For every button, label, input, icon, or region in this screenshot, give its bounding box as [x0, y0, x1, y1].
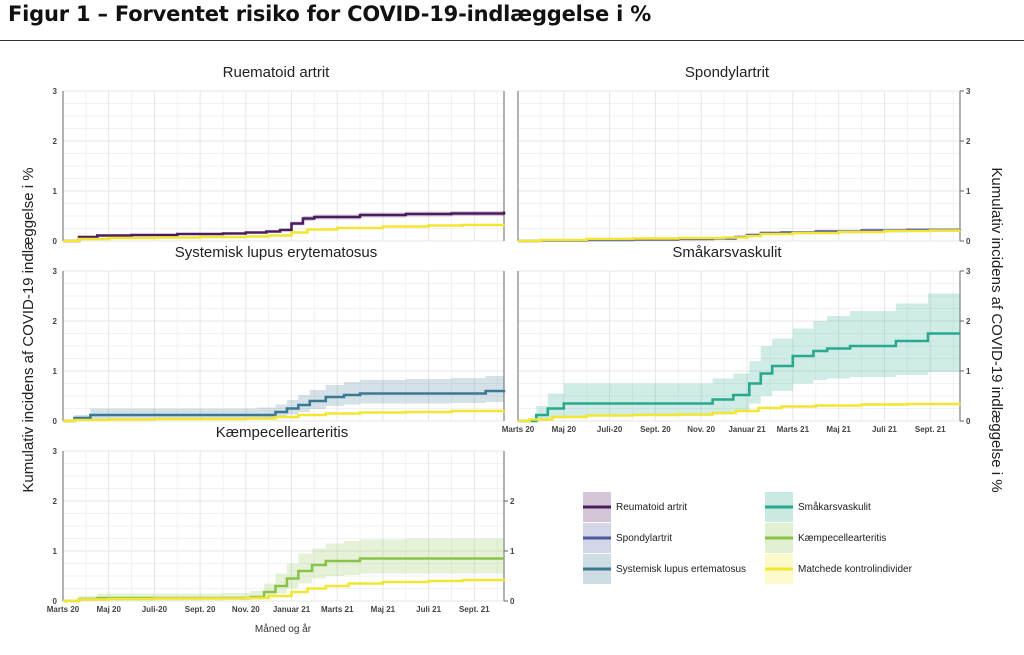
legend-label: Spondylartrit — [616, 533, 672, 544]
y-tick-label: 1 — [53, 187, 58, 196]
panel-title: Kæmpecellearteritis — [216, 424, 349, 441]
x-tick-label: Nov. 20 — [232, 605, 260, 614]
legend-label: Reumatoid artrit — [616, 502, 687, 513]
ci-band — [518, 293, 960, 421]
ci-band — [63, 538, 504, 601]
panel-title: Småkarsvaskulit — [672, 244, 782, 261]
title-divider — [0, 40, 1024, 41]
series-line — [63, 578, 506, 603]
x-axis-label: Måned og år — [255, 623, 312, 635]
x-tick-label: Maj 21 — [826, 425, 851, 434]
series-line — [63, 409, 506, 423]
x-tick-label: Maj 20 — [96, 605, 121, 614]
y-tick-label: 2 — [966, 317, 971, 326]
legend-label: Kæmpecellearteritis — [798, 533, 886, 544]
y-tick-label: 3 — [53, 267, 58, 276]
y-tick-label: 0 — [966, 417, 971, 426]
x-tick-label: Marts 20 — [47, 605, 80, 614]
series-line — [518, 332, 960, 423]
y-tick-label: 0 — [53, 597, 58, 606]
y-tick-label: 2 — [53, 497, 58, 506]
x-tick-label: Juli 21 — [416, 605, 441, 614]
y-tick-label: 3 — [53, 447, 58, 456]
panel-2: Spondylartrit 0 1 2 3 — [517, 64, 971, 246]
y-tick-label: 1 — [53, 367, 58, 376]
panel-title: Ruematoid artrit — [223, 64, 331, 81]
y-tick-label: 0 — [510, 597, 515, 606]
legend: Reumatoid artrit Spondylartrit Systemisk l… — [583, 492, 913, 584]
x-tick-label: Juli 21 — [872, 425, 897, 434]
legend-item: Systemisk lupus ertematosus — [583, 554, 746, 584]
series-line — [63, 223, 506, 243]
legend-item: Reumatoid artrit — [583, 492, 687, 522]
y-tick-label: 2 — [966, 137, 971, 146]
panel-4: Småkarsvaskulit 0 1 2 3 Marts 20 Maj 20 Juli-20… — [502, 244, 971, 434]
y-tick-label: 1 — [53, 547, 58, 556]
panel-1: Ruematoid artrit 0 1 2 3 — [53, 64, 506, 246]
chart-panels: Ruematoid artrit0123Spondylartrit0123Sys… — [47, 64, 971, 614]
series-line — [63, 211, 506, 243]
legend-label: Småkarsvaskulit — [798, 501, 871, 513]
y-tick-label: 2 — [53, 317, 58, 326]
panel-3: Systemisk lupus erytematosus 0 1 2 3 — [53, 244, 506, 426]
series-line — [518, 229, 962, 243]
y-tick-label: 2 — [510, 497, 515, 506]
y-tick-label: 1 — [966, 187, 971, 196]
legend-item: Kæmpecellearteritis — [765, 523, 886, 553]
legend-label: Matchede kontrolindivider — [798, 564, 913, 575]
x-tick-label: Sept. 20 — [185, 605, 216, 614]
x-tick-label: Marts 20 — [502, 425, 535, 434]
panel-title: Systemisk lupus erytematosus — [175, 244, 378, 261]
series-line — [63, 389, 506, 423]
y-tick-label: 2 — [53, 137, 58, 146]
panel-title: Spondylartrit — [685, 64, 770, 81]
x-tick-label: Maj 21 — [371, 605, 396, 614]
ci-band — [63, 208, 504, 241]
x-tick-label: Juli-20 — [597, 425, 623, 434]
x-tick-label: Juli-20 — [142, 605, 168, 614]
legend-item: Matchede kontrolindivider — [765, 554, 913, 584]
x-tick-label: Januar 21 — [728, 425, 766, 434]
x-tick-label: Marts 21 — [321, 605, 354, 614]
y-tick-label: 3 — [966, 87, 971, 96]
x-tick-label: Sept. 21 — [915, 425, 946, 434]
panel-5: Kæmpecellearteritis 0 1 2 3 0 1 2 Marts 20 Maj 20… — [47, 424, 515, 614]
ci-band — [63, 375, 504, 421]
x-tick-label: Sept. 21 — [459, 605, 490, 614]
series-line — [518, 402, 962, 423]
figure-title: Figur 1 – Forventet risiko for COVID-19-… — [8, 2, 652, 26]
y-tick-label: 0 — [53, 417, 58, 426]
x-tick-label: Sept. 20 — [640, 425, 671, 434]
legend-item: Spondylartrit — [583, 523, 672, 553]
y-tick-label: 3 — [966, 267, 971, 276]
y-tick-label: 1 — [966, 367, 971, 376]
x-tick-label: Januar 21 — [273, 605, 311, 614]
y-tick-label: 1 — [510, 547, 515, 556]
x-tick-label: Nov. 20 — [687, 425, 715, 434]
x-tick-label: Maj 20 — [552, 425, 577, 434]
x-tick-label: Marts 21 — [777, 425, 810, 434]
y-tick-label: 0 — [53, 237, 58, 246]
y-tick-label: 0 — [966, 237, 971, 246]
legend-label: Systemisk lupus ertematosus — [616, 564, 746, 575]
legend-item: Småkarsvaskulit — [765, 492, 871, 522]
y-axis-label-left: Kumulativ incidens af COVID-19 indlæggel… — [20, 167, 37, 492]
y-tick-label: 3 — [53, 87, 58, 96]
y-axis-label-right: Kumulativ incidens af COVID-19 indlæggel… — [988, 167, 1005, 492]
